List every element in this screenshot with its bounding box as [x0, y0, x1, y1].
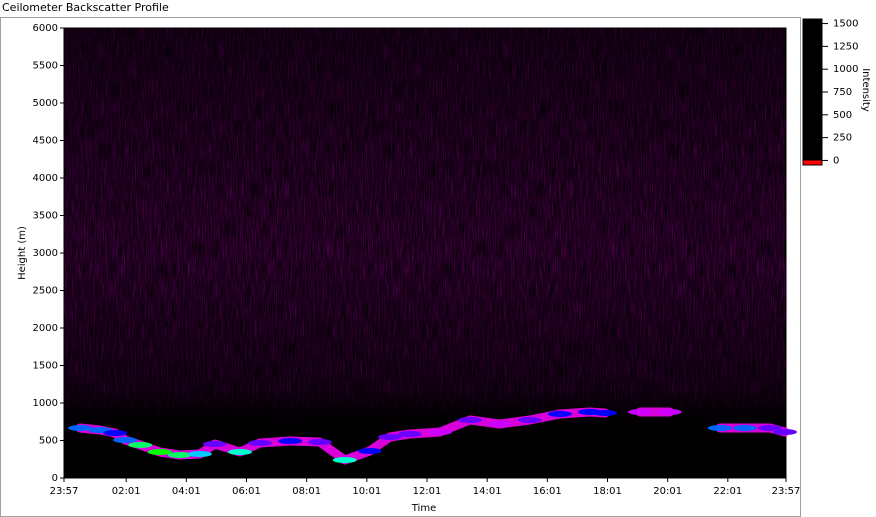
x-tick-label: 22:01	[713, 486, 742, 497]
layer-point	[187, 451, 212, 457]
colorbar-tick-label: 500	[833, 110, 852, 121]
colorbar-tick-label: 750	[833, 87, 852, 98]
layer-point	[278, 438, 303, 445]
x-tick-label: 12:01	[413, 486, 442, 497]
layer-point	[103, 430, 128, 436]
layer-point	[707, 424, 732, 431]
layer-point	[113, 436, 138, 443]
y-tick-label: 5500	[33, 61, 58, 72]
layer-point	[517, 417, 542, 424]
layer-point	[202, 441, 227, 448]
colorbar-tick-label: 1000	[833, 64, 858, 75]
y-tick-label: 4500	[33, 136, 58, 147]
y-tick-label: 2500	[33, 286, 58, 297]
layer-point	[128, 442, 153, 448]
layer-point	[547, 411, 572, 418]
y-tick-label: 1500	[33, 361, 58, 372]
layer-point	[248, 439, 273, 446]
layer-point	[657, 409, 682, 415]
y-tick-label: 3000	[33, 248, 58, 259]
x-tick-label: 20:01	[653, 486, 682, 497]
x-tick-label: 06:01	[232, 486, 261, 497]
x-tick-label: 10:01	[352, 486, 381, 497]
y-tick-label: 5000	[33, 98, 58, 109]
noise-fade	[64, 28, 786, 478]
layer-point	[307, 439, 332, 445]
colorbar-tick-label: 1250	[833, 41, 858, 52]
colorbar	[802, 18, 823, 166]
x-tick-label: 18:01	[593, 486, 622, 497]
x-tick-label: 08:01	[292, 486, 321, 497]
layer-point	[167, 451, 192, 458]
y-tick-label: 500	[39, 436, 58, 447]
colorbar-label: Intensity	[860, 68, 871, 112]
layer-point	[68, 424, 93, 431]
layer-point	[357, 448, 382, 454]
layer-point	[397, 430, 422, 437]
layer-point	[227, 448, 252, 455]
x-tick-label: 02:01	[112, 486, 141, 497]
y-axis-label: Height (m)	[17, 226, 28, 280]
x-tick-label: 16:01	[533, 486, 562, 497]
layer-point	[592, 409, 617, 416]
layer-point	[147, 448, 172, 455]
layer-point	[428, 429, 453, 436]
layer-point	[628, 409, 653, 415]
x-tick-label: 04:01	[172, 486, 201, 497]
y-tick-label: 4000	[33, 173, 58, 184]
y-tick-label: 3500	[33, 211, 58, 222]
layer-point	[757, 424, 782, 431]
colorbar-tick-label: 250	[833, 133, 852, 144]
y-tick-label: 6000	[33, 23, 58, 34]
chart-title: Ceilometer Backscatter Profile	[2, 1, 169, 14]
x-tick-label: 23:57	[772, 486, 801, 497]
layer-point	[732, 424, 757, 431]
y-tick-label: 0	[52, 473, 58, 484]
layer-point	[332, 457, 357, 463]
layer-point	[487, 421, 512, 427]
layer-point	[458, 417, 483, 424]
x-axis-label: Time	[411, 503, 436, 514]
layer-point	[772, 429, 797, 436]
x-tick-label: 23:57	[50, 486, 79, 497]
colorbar-tick-label: 0	[833, 155, 839, 166]
y-tick-label: 1000	[33, 398, 58, 409]
colorbar-tick-label: 1500	[833, 19, 858, 30]
y-tick-label: 2000	[33, 323, 58, 334]
layer-point	[377, 433, 402, 440]
x-tick-label: 14:01	[473, 486, 502, 497]
